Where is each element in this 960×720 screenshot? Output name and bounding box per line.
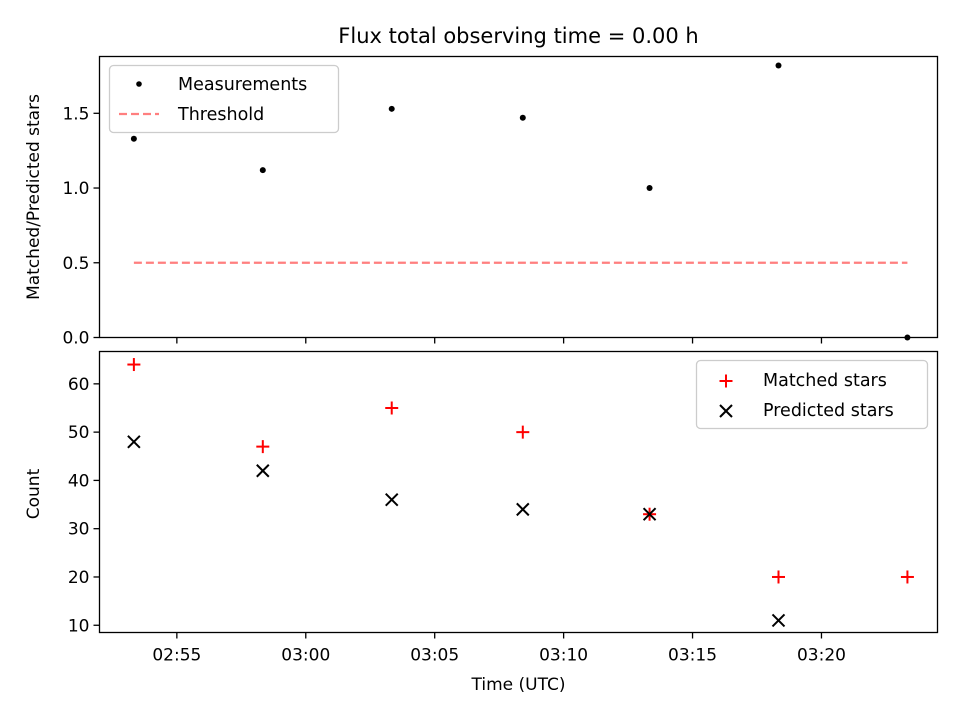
bottom-legend-box <box>695 359 929 430</box>
x-tick-label: 03:10 <box>539 646 588 666</box>
legend-threshold-label: Threshold <box>177 105 264 125</box>
x-tick-label: 03:15 <box>668 646 717 666</box>
y-tick-label: 60 <box>68 375 90 395</box>
matched-stars-point <box>127 358 141 372</box>
measurements-point <box>519 114 526 121</box>
y-tick-label: 1.0 <box>62 179 89 199</box>
y-tick-label: 50 <box>68 423 90 443</box>
top-y-axis-label: Matched/Predicted stars <box>24 94 44 300</box>
legend-measurements-marker <box>136 81 142 87</box>
x-tick-label: 03:00 <box>281 646 330 666</box>
measurements-point <box>646 185 653 192</box>
x-tick-label: 03:20 <box>797 646 846 666</box>
x-tick-label: 03:05 <box>410 646 459 666</box>
predicted-stars-point <box>127 435 141 449</box>
x-axis-label: Time (UTC) <box>471 675 566 695</box>
measurements-point <box>775 62 782 69</box>
measurements-point <box>388 105 395 112</box>
top-plot-area <box>130 62 911 341</box>
matched-stars-point <box>516 425 530 439</box>
matched-stars-point <box>771 570 785 584</box>
predicted-stars-point <box>516 502 530 517</box>
y-tick-label: 0.0 <box>62 329 89 349</box>
top-x-axis <box>176 337 823 344</box>
y-tick-label: 1.5 <box>62 104 89 124</box>
bottom-legend: Matched stars Predicted stars <box>695 359 929 430</box>
top-y-axis: 0.0 0.5 1.0 1.5 <box>62 104 100 349</box>
top-chart-title: Flux total observing time = 0.00 h <box>338 24 698 48</box>
top-axes-frame <box>98 55 939 339</box>
legend-predicted-label: Predicted stars <box>763 401 894 421</box>
y-tick-label: 20 <box>68 568 90 588</box>
top-legend: Measurements Threshold <box>108 64 340 134</box>
y-tick-label: 30 <box>68 520 90 540</box>
bottom-plot-area <box>127 358 914 628</box>
matched-stars-point <box>256 440 270 454</box>
bottom-axes-frame <box>98 350 939 634</box>
legend-matched-marker <box>719 374 733 388</box>
y-tick-label: 0.5 <box>62 254 89 274</box>
measurements-point <box>130 135 137 142</box>
legend-matched-label: Matched stars <box>763 371 887 391</box>
top-legend-box <box>108 64 340 134</box>
x-tick-label: 02:55 <box>152 646 201 666</box>
measurements-point <box>259 167 266 174</box>
matched-stars-point <box>900 570 914 584</box>
legend-measurements-label: Measurements <box>178 75 307 95</box>
predicted-stars-point <box>642 507 657 521</box>
predicted-stars-point <box>385 493 399 507</box>
predicted-stars-point <box>771 613 786 628</box>
y-tick-label: 40 <box>68 471 90 491</box>
bottom-y-axis-label: Count <box>24 468 44 519</box>
y-tick-label: 10 <box>68 616 90 636</box>
bottom-y-axis: 10 20 30 40 50 60 <box>68 375 100 636</box>
legend-predicted-marker <box>719 404 733 418</box>
matched-stars-point <box>385 401 399 415</box>
bottom-x-axis: 02:55 03:00 03:05 03:10 03:15 03:20 <box>152 632 846 666</box>
predicted-stars-point <box>256 464 270 478</box>
